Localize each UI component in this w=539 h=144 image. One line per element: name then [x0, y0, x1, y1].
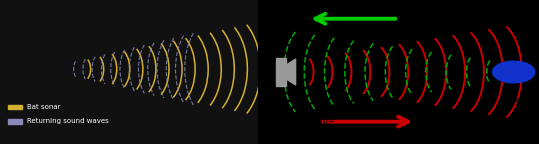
Polygon shape: [285, 59, 295, 85]
Text: Bat sonar: Bat sonar: [27, 104, 60, 110]
Text: reflected wave: reflected wave: [407, 14, 484, 24]
Text: sender
&
receiver: sender & receiver: [265, 49, 296, 79]
Bar: [8, 105, 22, 109]
Text: distance r: distance r: [440, 121, 489, 131]
Text: original wave: original wave: [269, 117, 334, 127]
Text: object: object: [501, 96, 529, 105]
FancyBboxPatch shape: [276, 58, 286, 86]
Bar: [8, 119, 22, 124]
Circle shape: [493, 61, 535, 83]
Text: Returning sound waves: Returning sound waves: [27, 119, 109, 124]
